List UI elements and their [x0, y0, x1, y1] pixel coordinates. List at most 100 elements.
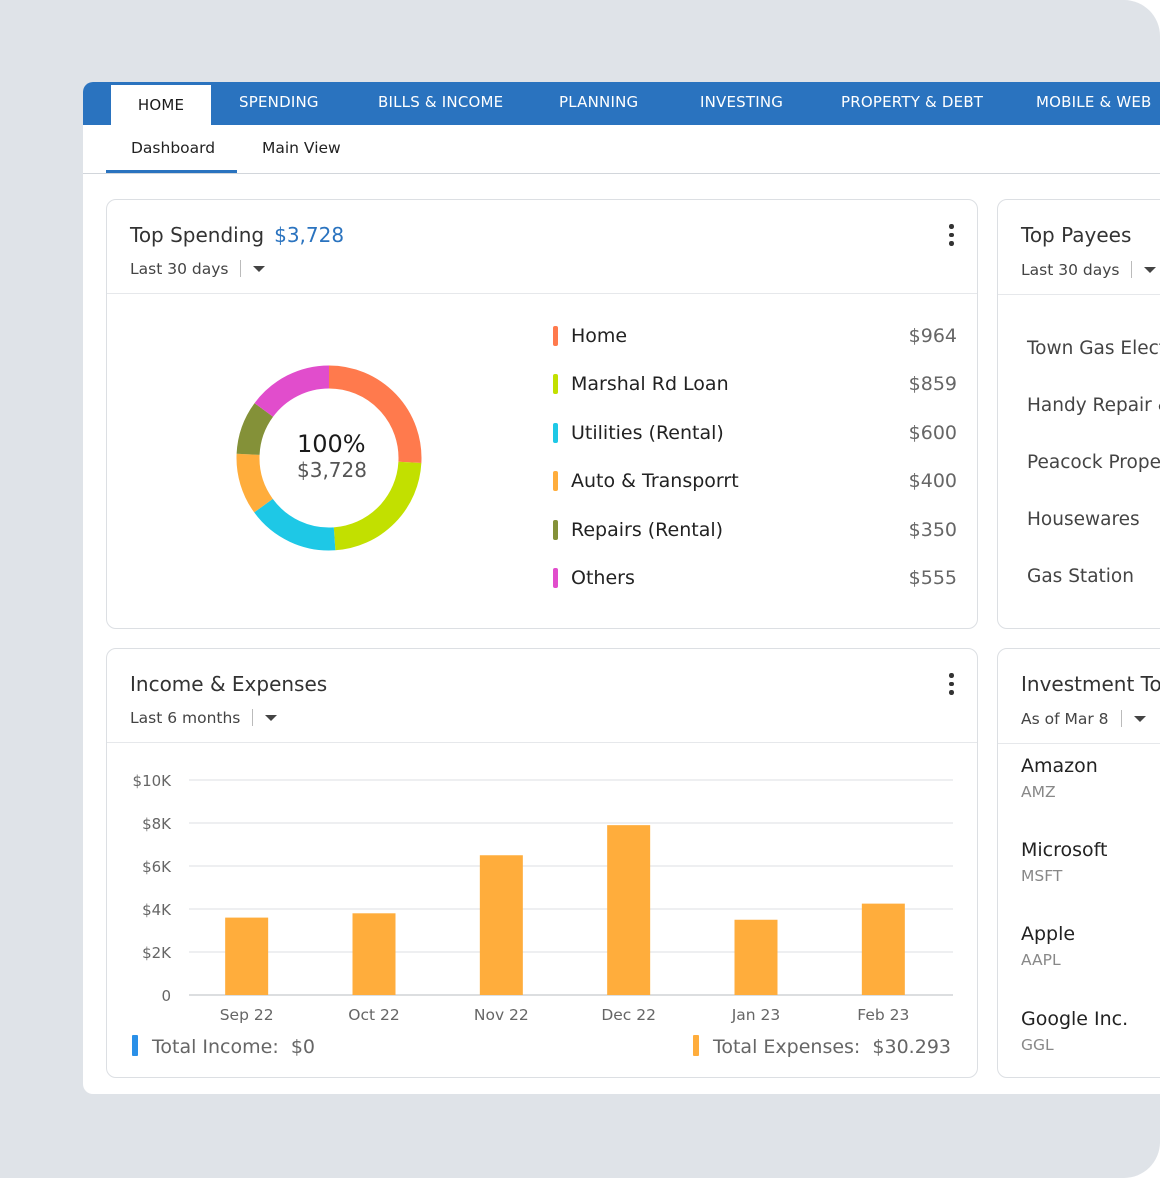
investment-symbol: MSFT — [1021, 867, 1063, 885]
top-spending-card: Top Spending $3,728 Last 30 days 100% $3,… — [106, 199, 978, 629]
tab-spending[interactable]: SPENDING — [239, 93, 319, 111]
payee-item[interactable]: Gas Station — [1027, 566, 1134, 587]
active-subtab-indicator — [106, 170, 237, 173]
sub-navigation: Dashboard Main View — [83, 125, 1160, 174]
range-separator — [1131, 261, 1133, 278]
donut-slice-1[interactable] — [333, 461, 422, 551]
legend-value: $555 — [908, 567, 957, 589]
legend-item-home[interactable]: Home $964 — [553, 325, 957, 349]
spending-donut-chart — [236, 365, 422, 551]
range-label: Last 30 days — [130, 260, 229, 278]
range-label: Last 30 days — [1021, 261, 1120, 279]
donut-slice-3[interactable] — [236, 453, 274, 513]
range-label: As of Mar 8 — [1021, 710, 1109, 728]
card-divider — [107, 293, 977, 294]
legend-item-utilities[interactable]: Utilities (Rental) $600 — [553, 422, 957, 446]
investment-top-title: Investment Top — [1021, 672, 1160, 696]
investment-name[interactable]: Microsoft — [1021, 839, 1108, 861]
legend-value: $964 — [908, 325, 957, 347]
subtab-main-view[interactable]: Main View — [262, 139, 341, 157]
card-divider — [998, 743, 1160, 744]
legend-label: Auto & Transporrt — [571, 470, 739, 492]
tab-property-debt[interactable]: PROPERTY & DEBT — [841, 93, 984, 111]
legend-label: Home — [571, 325, 628, 347]
legend-label: Marshal Rd Loan — [571, 373, 729, 395]
legend-swatch — [553, 326, 558, 346]
total-income-label: Total Income: — [152, 1036, 279, 1058]
legend-item-marshal-rd-loan[interactable]: Marshal Rd Loan $859 — [553, 373, 957, 397]
top-spending-title: Top Spending — [130, 223, 265, 247]
subtab-dashboard[interactable]: Dashboard — [131, 139, 216, 157]
y-tick-label: $10K — [133, 772, 173, 790]
income-expenses-bar-chart: 0 $2K $4K $6K $8K $10K Sep 22 Oct 22 Nov 22 Dec 2… — [133, 772, 953, 1024]
donut-slice-5[interactable] — [254, 365, 330, 418]
chevron-down-icon[interactable] — [1133, 716, 1146, 722]
bar-jan-23[interactable] — [734, 919, 778, 995]
legend-item-repairs[interactable]: Repairs (Rental) $350 — [553, 519, 957, 543]
investment-top-card: Investment Top As of Mar 8 Amazon AMZ Mi… — [997, 648, 1160, 1078]
chevron-down-icon[interactable] — [253, 266, 266, 272]
bar-dec-22[interactable] — [607, 825, 651, 995]
y-tick-label: $4K — [142, 901, 172, 919]
payee-item[interactable]: Peacock Proper — [1027, 452, 1160, 473]
payee-item[interactable]: Handy Repair & — [1027, 395, 1160, 416]
payee-item[interactable]: Housewares — [1027, 509, 1140, 530]
investment-name[interactable]: Apple — [1021, 923, 1076, 945]
bar-oct-22[interactable] — [352, 913, 396, 995]
legend-item-others[interactable]: Others $555 — [553, 567, 957, 591]
legend-swatch — [553, 374, 558, 394]
investment-symbol: GGL — [1021, 1036, 1054, 1054]
donut-slice-2[interactable] — [254, 498, 336, 551]
range-separator — [240, 260, 242, 277]
income-expenses-title: Income & Expenses — [130, 672, 328, 696]
x-tick-label: Nov 22 — [474, 1006, 529, 1024]
legend-swatch — [553, 471, 558, 491]
y-tick-label: $8K — [142, 815, 172, 833]
income-expenses-card: Income & Expenses Last 6 months 0 $2K $4K $… — [106, 648, 978, 1078]
bar-nov-22[interactable] — [479, 855, 523, 995]
total-expenses-value: $30.293 — [872, 1036, 951, 1058]
card-divider — [998, 294, 1160, 295]
donut-slice-0[interactable] — [328, 365, 422, 463]
legend-item-auto-transport[interactable]: Auto & Transporrt $400 — [553, 470, 957, 494]
x-tick-label: Feb 23 — [857, 1006, 909, 1024]
bar-feb-23[interactable] — [861, 903, 905, 995]
tab-investing[interactable]: INVESTING — [700, 93, 784, 111]
card-title: Top Spending $3,728 — [130, 223, 344, 247]
payee-item[interactable]: Town Gas Electr — [1027, 338, 1160, 359]
range-label: Last 6 months — [130, 709, 241, 727]
investment-name[interactable]: Google Inc. — [1021, 1008, 1129, 1030]
x-tick-label: Oct 22 — [348, 1006, 399, 1024]
investment-range-dropdown[interactable]: As of Mar 8 — [1021, 710, 1146, 728]
card-divider — [107, 742, 977, 743]
tab-planning[interactable]: PLANNING — [559, 93, 639, 111]
chevron-down-icon[interactable] — [265, 715, 278, 721]
chevron-down-icon[interactable] — [1144, 267, 1157, 273]
more-options-icon[interactable] — [949, 673, 955, 699]
tab-mobile-web[interactable]: MOBILE & WEB — [1036, 93, 1152, 111]
investment-name[interactable]: Amazon — [1021, 755, 1098, 777]
tab-bills-income[interactable]: BILLS & INCOME — [378, 93, 504, 111]
bar-sep-22[interactable] — [225, 917, 269, 995]
legend-label: Utilities (Rental) — [571, 422, 724, 444]
total-expenses-label: Total Expenses: — [712, 1036, 861, 1058]
top-spending-range-dropdown[interactable]: Last 30 days — [130, 260, 266, 278]
legend-swatch — [553, 423, 558, 443]
income-expenses-range-dropdown[interactable]: Last 6 months — [130, 709, 278, 727]
top-payees-title: Top Payees — [1021, 223, 1132, 247]
top-navigation: HOME SPENDING BILLS & INCOME PLANNING IN… — [83, 82, 1160, 125]
top-spending-amount: $3,728 — [274, 223, 345, 247]
investment-symbol: AAPL — [1021, 951, 1061, 969]
income-legend-swatch — [132, 1035, 138, 1056]
y-tick-label: $6K — [142, 858, 172, 876]
range-separator — [252, 709, 254, 726]
top-payees-range-dropdown[interactable]: Last 30 days — [1021, 261, 1157, 279]
more-options-icon[interactable] — [949, 224, 955, 250]
app-window: HOME SPENDING BILLS & INCOME PLANNING IN… — [83, 82, 1160, 1094]
top-payees-card: Top Payees Last 30 days Town Gas Electr … — [997, 199, 1160, 629]
legend-swatch — [553, 568, 558, 588]
legend-swatch — [553, 520, 558, 540]
donut-slice-4[interactable] — [236, 403, 274, 456]
tab-home[interactable]: HOME — [111, 85, 211, 125]
legend-value: $859 — [908, 373, 957, 395]
